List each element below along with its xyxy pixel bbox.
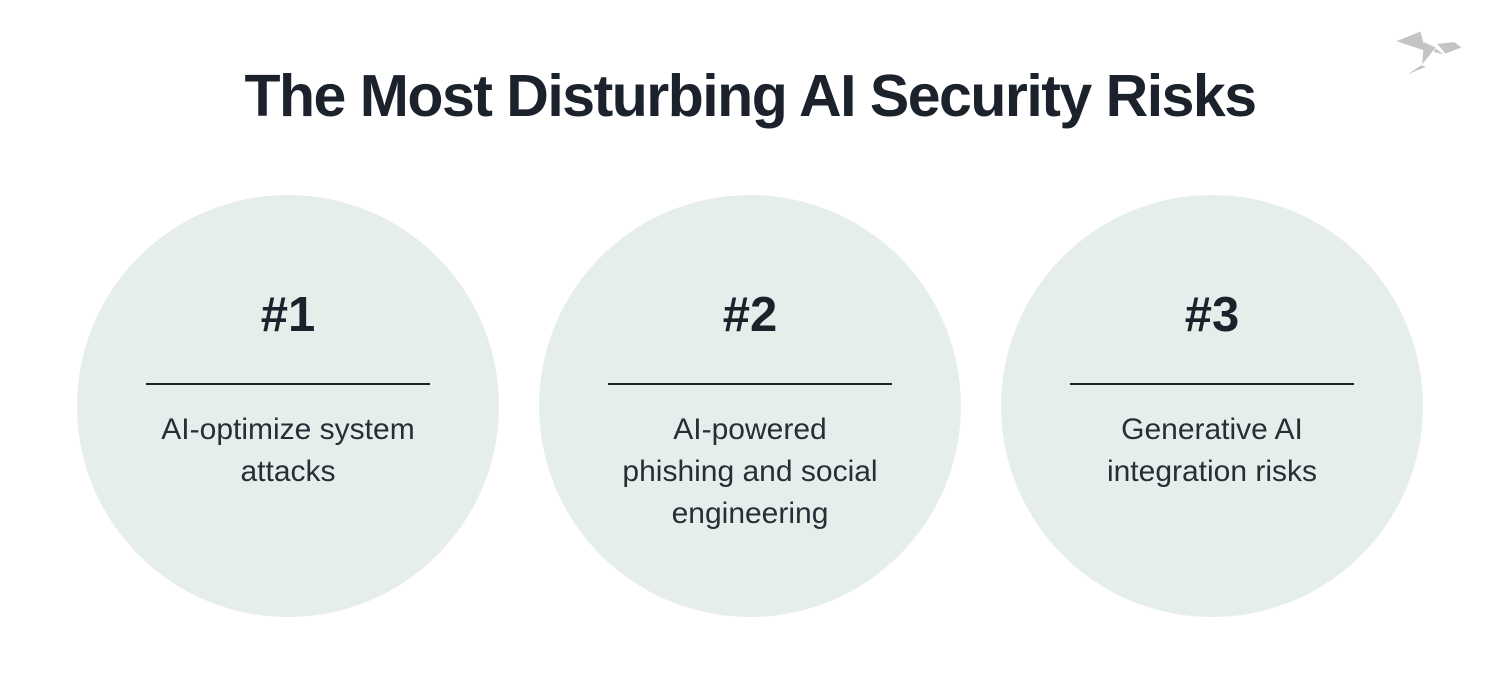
risk-rank: #3 (1184, 288, 1240, 342)
risk-label-line: phishing and social (622, 455, 878, 488)
risk-label-line: engineering (671, 497, 829, 530)
divider-line (1070, 383, 1354, 385)
risk-rank: #1 (260, 288, 316, 342)
risk-label: Generative AI integration risks (1107, 409, 1317, 493)
risk-label-line: integration risks (1106, 455, 1318, 488)
risk-circle-1: #1 AI-optimize system attacks (77, 195, 499, 617)
risk-label-line: AI-powered (673, 413, 827, 446)
risk-circle-2: #2 AI-powered phishing and social engine… (539, 195, 961, 617)
origami-bird-logo-icon (1392, 24, 1472, 78)
page-title: The Most Disturbing AI Security Risks (244, 63, 1257, 129)
risk-label: AI-optimize system attacks (161, 409, 414, 493)
risk-circles-row: #1 AI-optimize system attacks #2 AI-powe… (0, 195, 1500, 617)
risk-circle-3: #3 Generative AI integration risks (1001, 195, 1423, 617)
divider-line (608, 383, 892, 385)
risk-label-line: AI-optimize system (161, 413, 415, 446)
risk-label: AI-powered phishing and social engineeri… (622, 409, 877, 535)
risk-label-line: Generative AI (1121, 413, 1303, 446)
risk-rank: #2 (722, 288, 778, 342)
risk-label-line: attacks (240, 455, 336, 488)
divider-line (146, 383, 430, 385)
